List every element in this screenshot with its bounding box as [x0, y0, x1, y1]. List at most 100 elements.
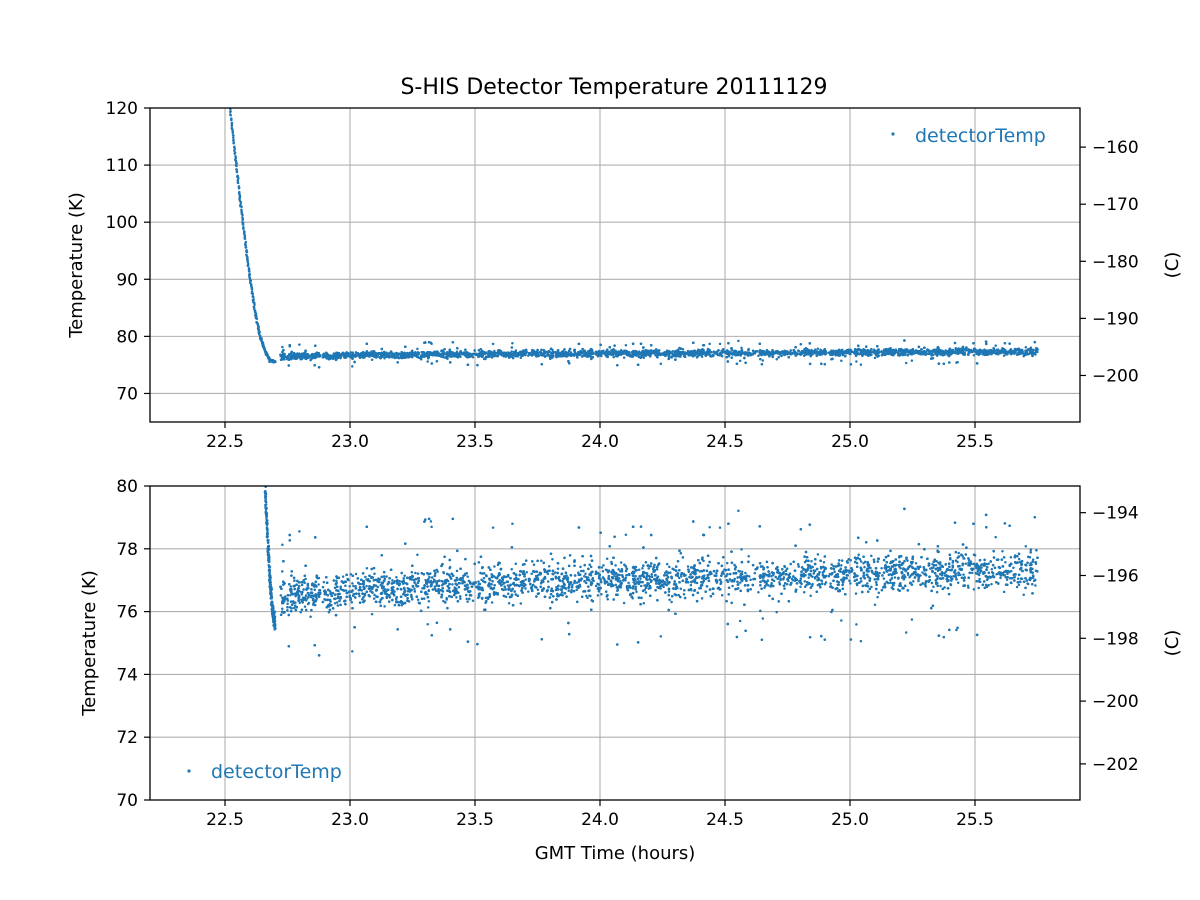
data-point — [780, 354, 783, 358]
data-point — [435, 359, 439, 363]
data-point — [1031, 351, 1035, 355]
data-point — [249, 279, 252, 283]
data-point — [942, 362, 946, 366]
data-point — [365, 342, 369, 346]
data-point — [370, 351, 373, 355]
data-point — [777, 356, 780, 359]
data-point — [747, 348, 750, 352]
data-point — [383, 356, 386, 360]
data-point — [605, 348, 609, 351]
data-point — [440, 352, 444, 355]
data-point — [416, 347, 419, 351]
data-point — [233, 149, 236, 152]
data-point — [992, 351, 996, 355]
data-point — [388, 354, 391, 358]
data-point — [339, 355, 343, 358]
data-point — [919, 353, 922, 356]
data-point — [520, 353, 524, 357]
data-point — [616, 363, 619, 367]
data-point — [298, 343, 301, 346]
data-point — [549, 347, 553, 350]
data-point — [954, 347, 958, 350]
data-point — [545, 350, 549, 354]
data-point — [1034, 348, 1037, 352]
data-point — [491, 342, 495, 346]
data-point — [649, 344, 653, 347]
data-point — [956, 360, 959, 364]
data-point — [455, 352, 458, 355]
data-point — [237, 177, 240, 180]
data-point — [371, 354, 374, 357]
data-point — [260, 337, 263, 340]
data-point — [404, 345, 407, 349]
top-points — [229, 107, 1039, 369]
data-point — [757, 354, 760, 357]
data-point — [527, 354, 530, 357]
data-point — [482, 352, 485, 355]
data-point — [563, 348, 566, 351]
data-point — [274, 360, 277, 364]
data-point — [380, 347, 384, 351]
data-point — [953, 341, 957, 345]
data-point — [519, 356, 523, 359]
data-point — [799, 342, 803, 346]
data-point — [720, 354, 724, 358]
data-point — [365, 350, 369, 353]
data-point — [760, 363, 764, 366]
data-point — [235, 170, 239, 174]
data-point — [612, 355, 615, 359]
data-point — [372, 350, 376, 353]
data-point — [718, 342, 722, 346]
data-point — [992, 346, 995, 350]
data-point — [349, 351, 353, 354]
data-point — [903, 339, 906, 342]
data-point — [240, 205, 243, 208]
data-point — [904, 361, 908, 365]
data-point — [241, 213, 244, 217]
data-point — [232, 141, 236, 145]
data-point — [921, 352, 925, 356]
data-point — [767, 350, 770, 354]
data-point — [241, 218, 244, 222]
data-point — [244, 246, 248, 249]
data-point — [424, 341, 427, 344]
data-point — [254, 314, 258, 317]
data-point — [241, 223, 245, 226]
data-point — [808, 362, 812, 366]
data-point — [678, 346, 681, 350]
data-point — [679, 355, 682, 358]
data-point — [244, 243, 247, 247]
data-point — [236, 179, 240, 182]
data-point — [257, 326, 260, 330]
data-point — [300, 352, 304, 356]
data-point — [388, 351, 391, 355]
data-point — [642, 356, 646, 359]
data-point — [708, 342, 711, 346]
data-point — [930, 357, 933, 360]
chart-title: S-HIS Detector Temperature 20111129 — [400, 75, 827, 100]
data-point — [730, 356, 733, 359]
data-point — [645, 351, 648, 355]
data-point — [1002, 354, 1006, 357]
data-point — [481, 349, 484, 353]
data-point — [1022, 354, 1025, 358]
data-point — [862, 347, 865, 351]
data-point — [963, 353, 966, 356]
data-point — [576, 356, 579, 359]
data-point — [577, 342, 581, 346]
data-point — [823, 363, 827, 366]
data-point — [740, 348, 744, 352]
data-point — [624, 343, 628, 347]
data-point — [375, 355, 378, 358]
data-point — [245, 250, 249, 254]
data-point — [248, 270, 251, 273]
data-point — [624, 349, 628, 353]
data-point — [230, 124, 234, 127]
data-point — [1033, 340, 1037, 344]
data-point — [1024, 346, 1028, 349]
data-point — [245, 257, 249, 260]
data-point — [243, 237, 247, 240]
data-point — [815, 354, 819, 357]
data-point — [751, 349, 755, 352]
data-point — [667, 357, 670, 361]
